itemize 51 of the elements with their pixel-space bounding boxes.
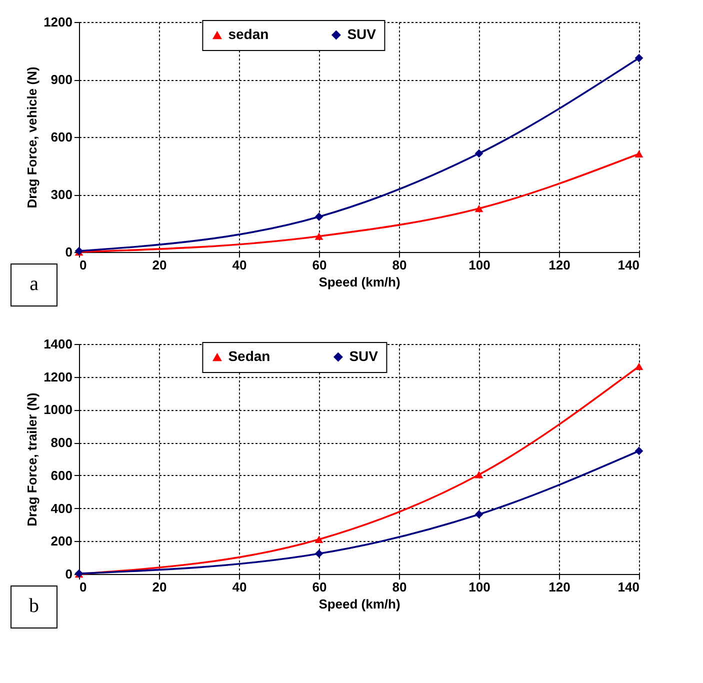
point <box>634 446 644 456</box>
y-tick-label: 400 <box>50 500 72 516</box>
y-tick-label: 1200 <box>44 14 72 30</box>
legend-label: SUV <box>349 348 379 364</box>
y-tick-label: 600 <box>50 468 72 483</box>
x-tick-label: 0 <box>80 258 87 272</box>
x-tick-label: 80 <box>392 580 407 594</box>
x-tick-label: 100 <box>468 258 490 272</box>
legend-label: sedan <box>228 26 269 42</box>
text: b <box>29 595 39 617</box>
x-tick-label: 40 <box>232 258 247 272</box>
y-tick-label: 300 <box>50 187 72 202</box>
point <box>474 149 484 158</box>
x-axis-title: Speed (km/h) <box>318 274 400 290</box>
y-tick-label: 200 <box>50 534 72 549</box>
x-tick-label: 120 <box>548 258 570 272</box>
legend-label: Sedan <box>228 348 270 364</box>
y-tick-label: 1000 <box>44 402 72 418</box>
text: a <box>30 273 39 295</box>
point <box>314 549 324 558</box>
y-tick-label: 0 <box>65 566 72 582</box>
x-tick-label: 20 <box>152 258 167 272</box>
point <box>634 54 644 62</box>
y-tick-label: 1400 <box>44 336 72 352</box>
point <box>314 212 324 221</box>
point <box>474 470 484 478</box>
x-tick-label: 40 <box>232 580 247 594</box>
point <box>314 232 324 240</box>
x-tick-label: 140 <box>618 258 640 272</box>
x-tick-label: 80 <box>392 258 407 272</box>
x-tick-label: 140 <box>618 580 640 594</box>
y-tick-label: 0 <box>65 244 72 260</box>
legend-label: SUV <box>347 26 377 42</box>
point <box>634 362 644 370</box>
y-axis-title: Drag Force, trailer (N) <box>24 392 40 526</box>
y-axis-title: Drag Force, vehicle (N) <box>24 66 40 208</box>
y-tick-label: 800 <box>50 435 72 450</box>
y-tick-label: 1200 <box>44 369 72 384</box>
x-tick-label: 60 <box>312 580 327 594</box>
x-tick-label: 120 <box>548 580 570 594</box>
point <box>634 150 644 158</box>
point <box>314 536 324 543</box>
x-axis-title: Speed (km/h) <box>318 596 400 612</box>
point <box>474 204 484 212</box>
x-tick-label: 100 <box>468 580 490 594</box>
x-tick-label: 60 <box>312 258 327 272</box>
point <box>474 510 484 519</box>
y-tick-label: 900 <box>50 72 72 87</box>
x-tick-label: 0 <box>80 580 87 594</box>
y-tick-label: 600 <box>50 130 72 144</box>
x-tick-label: 20 <box>152 580 167 594</box>
